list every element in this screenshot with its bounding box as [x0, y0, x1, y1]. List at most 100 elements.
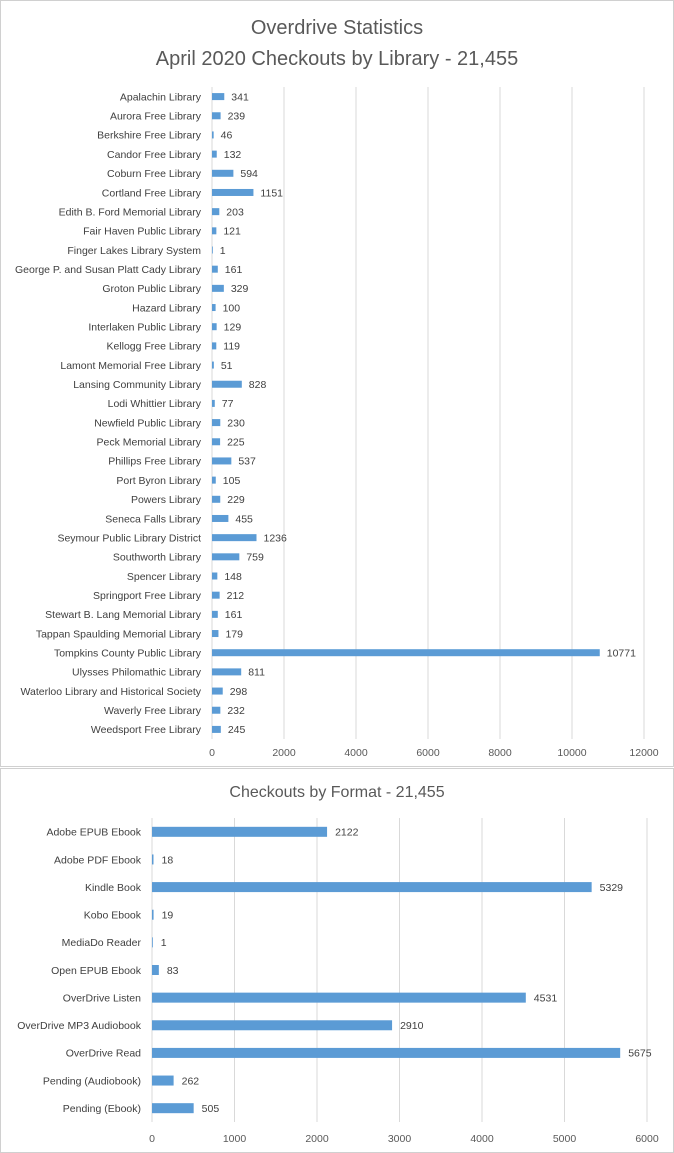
category-label: Lansing Community Library: [73, 379, 202, 391]
bar: [152, 1075, 174, 1086]
bar: [212, 534, 257, 542]
data-label: 129: [224, 322, 242, 334]
data-label: 18: [161, 854, 173, 866]
category-label: Tappan Spaulding Memorial Library: [36, 628, 202, 640]
data-label: 1: [161, 937, 167, 949]
category-label: Newfield Public Library: [94, 417, 202, 429]
x-tick-label: 10000: [557, 747, 586, 759]
category-label: Tompkins County Public Library: [54, 648, 202, 660]
bar: [152, 965, 159, 975]
data-label: 5329: [600, 882, 624, 894]
bar: [212, 553, 240, 561]
x-tick-label: 2000: [272, 747, 296, 759]
bar: [152, 992, 526, 1003]
data-label: 828: [249, 379, 267, 391]
x-tick-label: 2000: [305, 1133, 329, 1145]
category-label: George P. and Susan Platt Cady Library: [15, 264, 202, 276]
x-tick-label: 0: [149, 1133, 155, 1145]
category-label: Cortland Free Library: [102, 187, 202, 199]
data-label: 229: [227, 494, 245, 506]
data-label: 811: [248, 667, 265, 679]
bar: [212, 284, 224, 292]
bar: [212, 246, 213, 254]
bar: [212, 150, 217, 158]
category-label: Ulysses Philomathic Library: [72, 667, 202, 679]
format-checkouts-panel: Checkouts by Format - 21,455 0 1000 2000 300…: [0, 768, 674, 1153]
data-label: 239: [228, 111, 246, 123]
data-label: 148: [224, 571, 242, 583]
category-label: Candor Free Library: [107, 149, 202, 161]
data-label: 1236: [263, 532, 287, 544]
bar: [212, 265, 218, 273]
bar: [212, 591, 220, 599]
bar: [212, 572, 218, 580]
data-label: 262: [182, 1075, 200, 1087]
data-label: 505: [202, 1103, 220, 1115]
bar: [212, 169, 234, 177]
bar: [152, 826, 328, 837]
format-checkouts-chart: Checkouts by Format - 21,455 0 1000 2000 300…: [17, 784, 659, 1145]
category-label: Waverly Free Library: [104, 705, 202, 717]
bar: [212, 304, 216, 312]
bar: [212, 188, 254, 196]
bar: [152, 1103, 194, 1114]
category-label: Port Byron Library: [116, 475, 201, 487]
data-label: 537: [238, 456, 256, 468]
category-label: Waterloo Library and Historical Society: [20, 686, 201, 698]
category-label: Peck Memorial Library: [97, 437, 202, 449]
bar: [212, 342, 217, 350]
category-label: Hazard Library: [132, 302, 202, 314]
bar: [212, 361, 214, 369]
category-label: Adobe EPUB Ebook: [46, 827, 141, 839]
bar: [212, 725, 221, 733]
category-label: Lodi Whittier Library: [108, 398, 202, 410]
category-label: Open EPUB Ebook: [51, 965, 142, 977]
data-label: 19: [162, 910, 174, 922]
data-label: 230: [227, 417, 245, 429]
data-label: 179: [225, 628, 243, 640]
chart-subtitle: April 2020 Checkouts by Library - 21,455: [156, 48, 518, 70]
data-label: 1151: [260, 187, 283, 199]
x-tick-label: 6000: [635, 1133, 659, 1145]
category-label: Groton Public Library: [102, 283, 201, 295]
bar: [212, 476, 216, 484]
bar: [212, 668, 242, 676]
bar: [212, 495, 221, 503]
category-label: Adobe PDF Ebook: [54, 854, 142, 866]
bar: [212, 514, 229, 522]
bar: [212, 649, 600, 657]
data-label: 759: [246, 552, 264, 564]
data-label: 1: [220, 245, 226, 257]
bar: [152, 1047, 621, 1058]
x-tick-label: 6000: [416, 747, 440, 759]
data-label: 119: [223, 341, 240, 353]
bar: [212, 457, 232, 465]
category-label: Berkshire Free Library: [97, 130, 202, 142]
bar: [212, 706, 221, 714]
bar: [212, 93, 225, 101]
data-label: 2910: [400, 1020, 424, 1032]
category-label: Edith B. Ford Memorial Library: [59, 206, 202, 218]
category-label: Pending (Ebook): [63, 1103, 141, 1115]
category-label: Fair Haven Public Library: [83, 226, 202, 238]
data-label: 46: [221, 130, 233, 142]
category-label: Spencer Library: [127, 571, 202, 583]
data-label: 105: [223, 475, 241, 487]
data-label: 298: [230, 686, 248, 698]
bar: [212, 208, 220, 216]
category-label: Powers Library: [131, 494, 202, 506]
category-label: Lamont Memorial Free Library: [60, 360, 201, 372]
bar: [212, 323, 217, 331]
bar: [212, 399, 215, 407]
category-label: Southworth Library: [113, 552, 202, 564]
bar: [212, 112, 221, 120]
category-label: Kobo Ebook: [84, 910, 142, 922]
data-label: 161: [225, 264, 243, 276]
x-tick-label: 3000: [388, 1133, 412, 1145]
category-label: OverDrive Listen: [63, 992, 141, 1004]
library-checkouts-chart: Overdrive Statistics April 2020 Checkouts…: [15, 17, 659, 759]
category-label: Springport Free Library: [93, 590, 202, 602]
library-checkouts-panel: Overdrive Statistics April 2020 Checkouts…: [0, 0, 674, 767]
data-label: 5675: [628, 1048, 652, 1060]
x-tick-label: 0: [209, 747, 215, 759]
